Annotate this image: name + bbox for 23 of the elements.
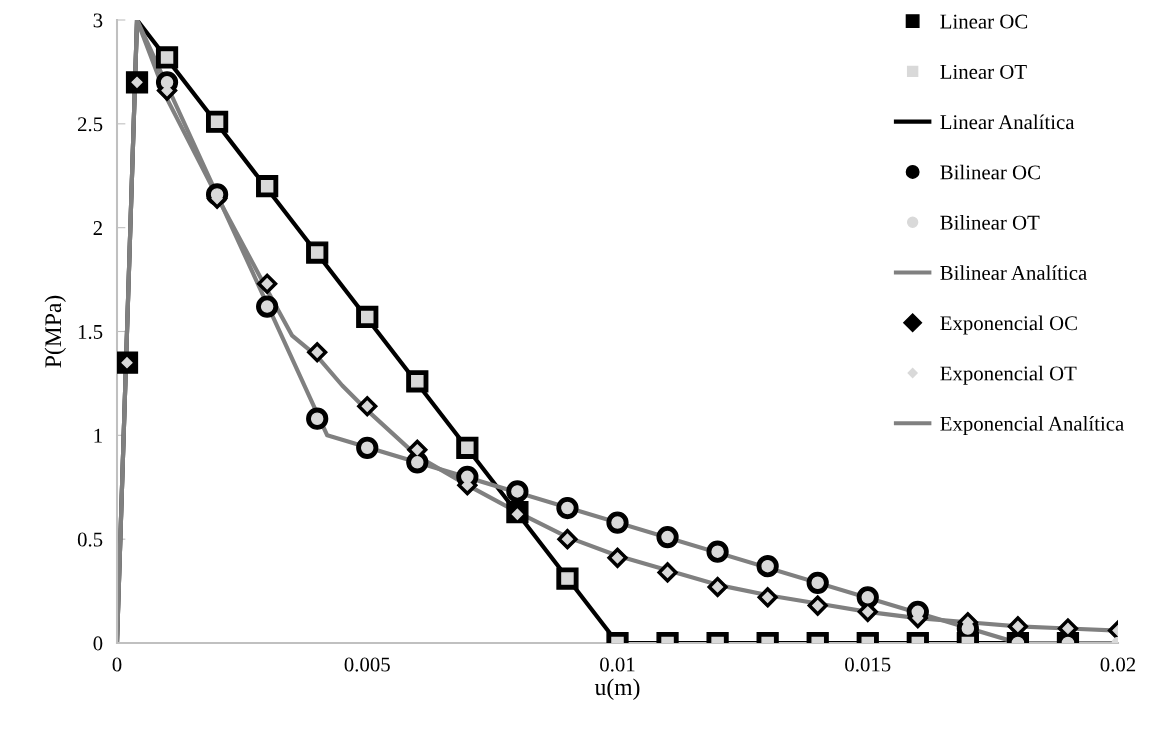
y-tick-label: 1 [94,428,102,443]
y-tick-label: 0 [93,636,103,651]
y-tick-label: 2.5 [77,117,103,132]
x-axis-title: u(m) [594,678,640,700]
legend-label: Exponencial Analítica [940,416,1124,436]
y-axis-title: P(MPa) [44,295,66,368]
y-tick-label: 2 [93,221,102,235]
legend-label: Bilinear OT [940,215,1040,230]
x-tick-label: 0.01 [600,657,635,672]
x-tick-label: 0 [112,657,122,672]
y-tick-label: 1.5 [78,324,103,340]
legend-label: Linear Analítica [940,114,1075,130]
legend-label: Bilinear OC [940,164,1040,180]
y-tick-label: 3 [93,13,103,28]
x-tick-label: 0.015 [845,657,891,672]
legend-label: Exponencial OT [940,365,1077,385]
y-tick-label: 0.5 [77,532,103,547]
legend-label: Bilinear Analítica [940,265,1087,280]
legend-label: Linear OC [940,14,1028,29]
legend-label: Exponencial OC [940,315,1077,335]
x-tick-label: 0.005 [344,657,390,672]
x-tick-label: 0.02 [1100,657,1136,672]
legend-label: Linear OT [940,64,1027,79]
